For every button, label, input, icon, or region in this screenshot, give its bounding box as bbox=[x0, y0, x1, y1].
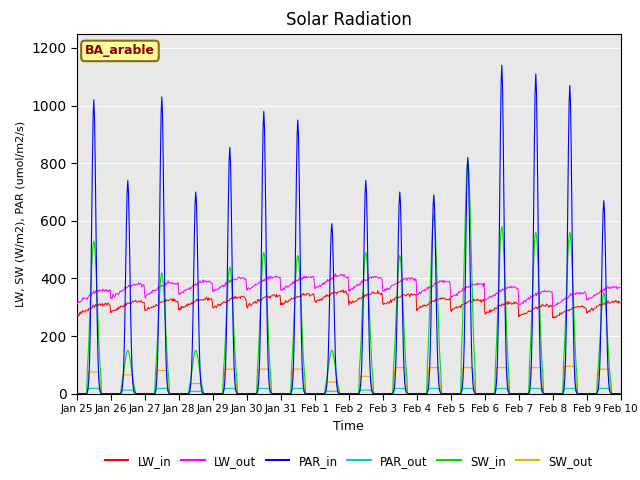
PAR_in bbox=[237, 391, 244, 396]
SW_out bbox=[616, 391, 624, 396]
LW_in bbox=[436, 296, 444, 302]
LW_out bbox=[237, 276, 244, 282]
LW_in bbox=[284, 300, 292, 305]
PAR_out bbox=[405, 391, 413, 396]
X-axis label: Time: Time bbox=[333, 420, 364, 432]
SW_out bbox=[264, 366, 271, 372]
SW_in bbox=[284, 391, 292, 396]
LW_out bbox=[549, 304, 557, 310]
PAR_out bbox=[73, 391, 81, 396]
LW_out bbox=[616, 285, 624, 290]
Text: BA_arable: BA_arable bbox=[85, 44, 155, 58]
SW_in bbox=[435, 329, 443, 335]
LW_out bbox=[284, 285, 292, 290]
LW_in bbox=[137, 299, 145, 304]
SW_in bbox=[264, 309, 271, 314]
Y-axis label: LW, SW (W/m2), PAR (umol/m2/s): LW, SW (W/m2), PAR (umol/m2/s) bbox=[16, 120, 26, 307]
PAR_in bbox=[264, 328, 271, 334]
Title: Solar Radiation: Solar Radiation bbox=[286, 11, 412, 29]
PAR_out bbox=[138, 391, 145, 396]
PAR_in bbox=[137, 391, 145, 396]
PAR_in bbox=[435, 380, 443, 386]
SW_out bbox=[435, 365, 443, 371]
LW_in bbox=[405, 292, 413, 298]
Line: LW_in: LW_in bbox=[77, 290, 620, 318]
Line: PAR_in: PAR_in bbox=[77, 65, 620, 394]
SW_in bbox=[404, 391, 412, 396]
SW_out bbox=[284, 391, 292, 396]
SW_in bbox=[137, 391, 145, 396]
PAR_in bbox=[284, 391, 292, 396]
PAR_in bbox=[404, 391, 412, 396]
LW_out bbox=[332, 271, 339, 276]
SW_out bbox=[73, 391, 81, 396]
LW_out bbox=[436, 278, 444, 284]
LW_out bbox=[405, 275, 413, 280]
PAR_out bbox=[616, 391, 624, 396]
LW_out bbox=[73, 299, 81, 305]
SW_out bbox=[237, 391, 244, 396]
LW_in bbox=[616, 300, 624, 306]
LW_out bbox=[137, 280, 145, 286]
PAR_in bbox=[498, 62, 506, 68]
PAR_out bbox=[436, 387, 444, 393]
SW_out bbox=[404, 391, 412, 396]
PAR_in bbox=[616, 391, 624, 396]
Line: SW_in: SW_in bbox=[77, 160, 620, 394]
Line: LW_out: LW_out bbox=[77, 274, 620, 307]
SW_in bbox=[464, 157, 472, 163]
LW_in bbox=[237, 296, 244, 301]
Line: PAR_out: PAR_out bbox=[77, 388, 620, 394]
Legend: LW_in, LW_out, PAR_in, PAR_out, SW_in, SW_out: LW_in, LW_out, PAR_in, PAR_out, SW_in, S… bbox=[100, 450, 598, 472]
LW_in bbox=[264, 294, 271, 300]
PAR_out bbox=[237, 391, 245, 396]
SW_in bbox=[73, 391, 81, 396]
PAR_in bbox=[73, 391, 81, 396]
Line: SW_out: SW_out bbox=[77, 366, 620, 394]
SW_in bbox=[616, 391, 624, 396]
LW_in bbox=[550, 315, 558, 321]
LW_in bbox=[73, 313, 81, 319]
LW_out bbox=[264, 275, 271, 281]
LW_in bbox=[339, 287, 347, 293]
PAR_out bbox=[285, 391, 292, 396]
SW_out bbox=[562, 363, 570, 369]
SW_in bbox=[237, 391, 244, 396]
SW_out bbox=[137, 391, 145, 396]
PAR_out bbox=[86, 385, 93, 391]
PAR_out bbox=[264, 385, 272, 391]
